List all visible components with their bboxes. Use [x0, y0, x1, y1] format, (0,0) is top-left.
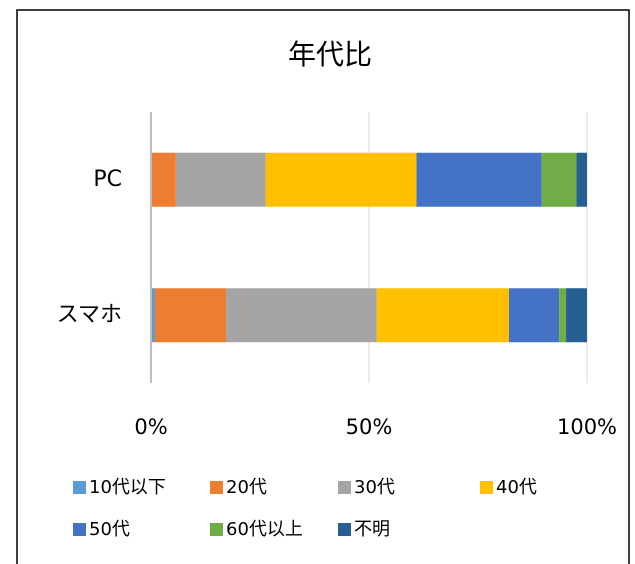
bar-segment: [376, 288, 509, 343]
x-tick-label: 100%: [557, 415, 617, 439]
chart-frame: [16, 9, 630, 564]
legend-label: 30代: [354, 477, 395, 498]
chart-title: 年代比: [288, 38, 372, 71]
bar-segment: [508, 288, 560, 343]
bar-segment: [151, 152, 176, 207]
bar-segment: [559, 288, 567, 343]
y-tick-label: スマホ: [57, 302, 122, 327]
legend-swatch: [338, 523, 351, 536]
legend-label: 40代: [496, 477, 537, 498]
legend-label: 50代: [89, 519, 130, 540]
legend-label: 10代以下: [89, 477, 166, 498]
legend-swatch: [210, 481, 223, 494]
bar-segment: [154, 288, 226, 343]
legend-swatch: [73, 523, 86, 536]
x-tick-label: 50%: [346, 415, 393, 439]
bar-segment: [175, 152, 266, 207]
bar-segment: [566, 288, 587, 343]
bar-segment: [265, 152, 417, 207]
bar-segment: [151, 288, 155, 343]
bar-segment: [416, 152, 542, 207]
bar-segment: [541, 152, 577, 207]
legend-swatch: [73, 481, 86, 494]
legend-swatch: [338, 481, 351, 494]
legend-swatch: [210, 523, 223, 536]
bar-segment: [225, 288, 377, 343]
legend-label: 不明: [354, 519, 390, 540]
x-tick-label: 0%: [134, 415, 167, 439]
bar-segment: [576, 152, 587, 207]
y-tick-label: PC: [93, 167, 122, 192]
legend-swatch: [480, 481, 493, 494]
legend-label: 60代以上: [226, 519, 303, 540]
legend-label: 20代: [226, 477, 267, 498]
